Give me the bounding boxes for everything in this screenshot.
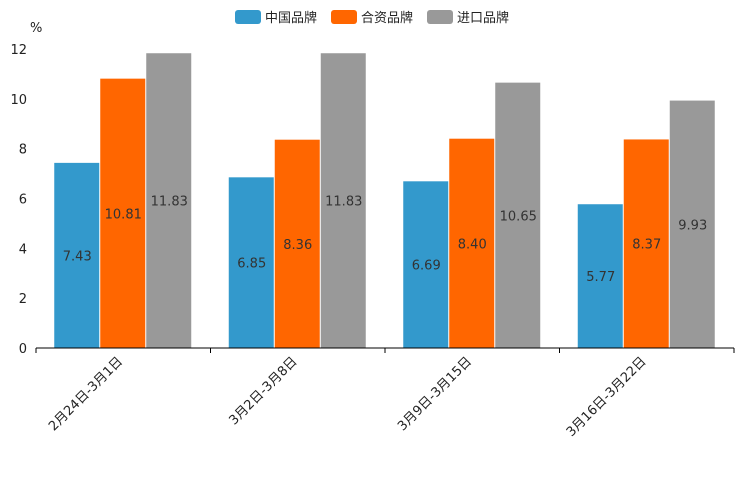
legend-swatch-joint-venture-brand bbox=[330, 9, 357, 24]
bar bbox=[320, 53, 366, 348]
x-tick-label: 3月2日-3月8日 bbox=[226, 354, 300, 428]
legend-item-imported-brand[interactable]: 进口品牌 bbox=[427, 7, 509, 26]
bar bbox=[228, 177, 274, 348]
legend-label-imported-brand: 进口品牌 bbox=[457, 11, 510, 26]
legend-label-joint-venture-brand: 合资品牌 bbox=[360, 11, 413, 26]
bar-value-label: 9.93 bbox=[678, 218, 707, 233]
bar-value-label: 8.37 bbox=[632, 238, 661, 253]
y-axis-unit-label: % bbox=[30, 21, 43, 36]
legend-label-china-brand: 中国品牌 bbox=[264, 11, 317, 26]
bar bbox=[403, 181, 449, 348]
bar bbox=[623, 139, 669, 348]
bar-value-label: 11.83 bbox=[325, 195, 362, 210]
chart-legend: 中国品牌 合资品牌 进口品牌 bbox=[0, 7, 744, 26]
legend-item-joint-venture-brand[interactable]: 合资品牌 bbox=[330, 7, 413, 26]
bar-value-label: 6.69 bbox=[412, 259, 441, 274]
bar bbox=[100, 78, 146, 349]
y-tick-label: 2 bbox=[19, 292, 27, 307]
bar-value-label: 10.81 bbox=[105, 207, 142, 222]
bar bbox=[274, 139, 320, 348]
bar-value-label: 8.36 bbox=[283, 238, 312, 253]
y-tick-label: 0 bbox=[19, 342, 27, 357]
bar bbox=[577, 204, 623, 348]
y-tick-label: 6 bbox=[19, 193, 27, 208]
bar-value-label: 10.65 bbox=[500, 209, 537, 224]
bar-value-label: 8.40 bbox=[458, 237, 487, 252]
x-tick-label: 3月16日-3月22日 bbox=[564, 354, 650, 440]
y-tick-label: 10 bbox=[10, 93, 27, 108]
x-tick-label: 2月24日-3月1日 bbox=[46, 354, 126, 434]
legend-swatch-china-brand bbox=[234, 9, 261, 24]
bar bbox=[669, 100, 715, 348]
bar-value-label: 7.43 bbox=[63, 249, 92, 264]
bar-value-label: 6.85 bbox=[237, 257, 266, 272]
y-tick-label: 8 bbox=[19, 143, 27, 158]
bar bbox=[495, 82, 541, 348]
y-tick-label: 4 bbox=[19, 242, 27, 257]
x-tick-label: 3月9日-3月15日 bbox=[395, 354, 475, 434]
y-tick-label: 12 bbox=[10, 43, 27, 58]
bar bbox=[146, 53, 192, 348]
legend-swatch-imported-brand bbox=[427, 9, 453, 24]
bar-value-label: 5.77 bbox=[586, 270, 615, 285]
legend-item-china-brand[interactable]: 中国品牌 bbox=[234, 7, 317, 26]
bar-value-label: 11.83 bbox=[151, 195, 188, 210]
bar bbox=[54, 162, 100, 348]
bar bbox=[449, 138, 495, 348]
